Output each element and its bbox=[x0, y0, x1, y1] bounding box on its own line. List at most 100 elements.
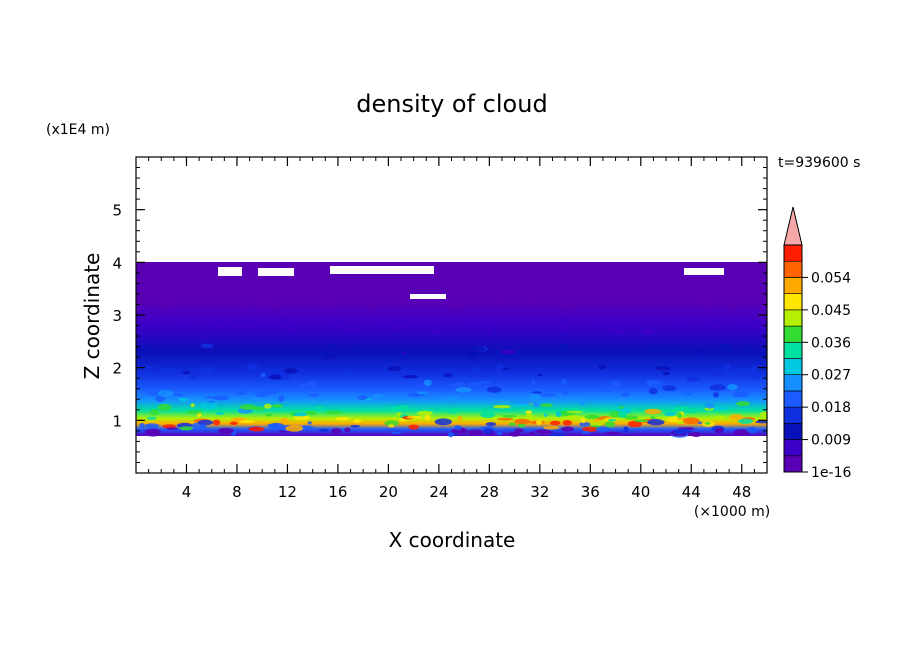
field-speckle bbox=[566, 415, 582, 420]
field-speckle bbox=[627, 420, 642, 428]
field-speckle bbox=[601, 386, 615, 393]
field-speckle bbox=[472, 366, 477, 372]
field-speckle bbox=[560, 426, 575, 432]
field-speckle bbox=[644, 408, 662, 415]
field-speckle bbox=[457, 416, 463, 421]
field-speckle bbox=[723, 363, 731, 371]
x-tick-label: 32 bbox=[530, 483, 549, 501]
field-speckle bbox=[598, 364, 607, 370]
field-speckle bbox=[285, 425, 304, 432]
colorbar-swatch bbox=[783, 358, 803, 376]
field-speckle bbox=[751, 366, 757, 373]
field-speckle bbox=[200, 402, 218, 410]
field-speckle bbox=[534, 429, 551, 433]
field-speckle bbox=[179, 348, 189, 352]
field-speckle bbox=[370, 302, 376, 308]
field-speckle bbox=[685, 393, 691, 396]
field-speckle bbox=[729, 414, 744, 421]
field-speckle bbox=[307, 421, 312, 425]
field-speckle bbox=[234, 390, 248, 396]
field-speckle bbox=[514, 428, 524, 433]
y-tick-label: 4 bbox=[112, 254, 122, 272]
field-speckle bbox=[136, 263, 152, 269]
field-speckle bbox=[189, 270, 198, 278]
field-speckle bbox=[334, 416, 351, 421]
field-speckle bbox=[480, 411, 496, 418]
field-speckle bbox=[540, 403, 553, 408]
field-speckle bbox=[733, 429, 750, 436]
field-speckle bbox=[189, 374, 198, 380]
field-speckle bbox=[753, 319, 762, 323]
field-speckle bbox=[396, 319, 410, 326]
field-speckle bbox=[187, 396, 204, 401]
field-speckle bbox=[547, 345, 555, 352]
field-speckle bbox=[612, 327, 624, 334]
field-speckle bbox=[543, 413, 548, 417]
field-speckle bbox=[614, 321, 629, 328]
field-speckle bbox=[415, 321, 433, 326]
field-speckle bbox=[204, 296, 220, 301]
field-speckle bbox=[582, 292, 594, 296]
field-speckle bbox=[307, 393, 320, 397]
field-speckle bbox=[166, 427, 178, 430]
field-speckle bbox=[331, 428, 342, 435]
colorbar-label: 0.036 bbox=[811, 335, 851, 351]
field-speckle bbox=[605, 431, 621, 435]
field-speckle bbox=[548, 433, 567, 437]
y-tick-label: 2 bbox=[112, 360, 122, 378]
x-tick-label: 44 bbox=[682, 483, 701, 501]
field-speckle bbox=[406, 415, 423, 419]
field-speckle bbox=[394, 404, 410, 412]
field-speckle bbox=[528, 393, 543, 400]
field-speckle bbox=[390, 431, 402, 434]
field-speckle bbox=[229, 421, 238, 426]
field-speckle bbox=[536, 373, 543, 377]
field-speckle bbox=[271, 404, 284, 408]
field-speckle bbox=[661, 345, 679, 352]
field-speckle bbox=[562, 419, 572, 426]
field-speckle bbox=[531, 391, 542, 394]
field-speckle bbox=[136, 299, 147, 304]
field-speckle bbox=[410, 369, 415, 376]
colorbar-label: 1e-16 bbox=[811, 465, 851, 481]
field-speckle bbox=[555, 263, 560, 267]
field-speckle bbox=[579, 422, 591, 427]
plot-area bbox=[136, 257, 767, 438]
field-speckle bbox=[349, 325, 363, 333]
field-speckle bbox=[200, 343, 214, 349]
field-speckle bbox=[215, 412, 224, 415]
field-speckle bbox=[531, 380, 536, 385]
x-tick-label: 16 bbox=[328, 483, 347, 501]
field-speckle bbox=[320, 292, 332, 296]
field-speckle bbox=[331, 319, 342, 323]
field-speckle bbox=[732, 391, 749, 398]
field-speckle bbox=[584, 266, 593, 269]
field-speckle bbox=[712, 392, 719, 398]
field-speckle bbox=[286, 264, 295, 269]
colorbar-swatch bbox=[783, 277, 803, 294]
field-speckle bbox=[356, 395, 368, 401]
field-speckle bbox=[239, 420, 255, 424]
colorbar-label: 0.027 bbox=[811, 368, 851, 384]
field-speckle bbox=[352, 418, 362, 423]
field-speckle bbox=[487, 267, 492, 273]
field-speckle bbox=[143, 343, 149, 348]
field-speckle bbox=[619, 406, 624, 409]
field-speckle bbox=[213, 318, 224, 325]
field-speckle bbox=[633, 419, 649, 423]
field-speckle bbox=[455, 387, 472, 393]
field-speckle bbox=[345, 370, 354, 374]
field-speckle bbox=[190, 403, 195, 408]
field-speckle bbox=[557, 348, 569, 353]
field-speckle bbox=[739, 347, 756, 353]
top-gap bbox=[258, 268, 294, 276]
field-speckle bbox=[532, 262, 548, 269]
field-speckle bbox=[524, 300, 540, 305]
x-ticks: 4 8 12 16 20 24 28 32 36 40 44 48 bbox=[148, 157, 755, 501]
field-speckle bbox=[140, 296, 153, 300]
cloud-top-gaps bbox=[136, 257, 767, 299]
field-speckle bbox=[441, 300, 449, 305]
field-speckle bbox=[581, 417, 586, 424]
field-speckle bbox=[346, 292, 360, 297]
field-speckle bbox=[432, 329, 441, 334]
